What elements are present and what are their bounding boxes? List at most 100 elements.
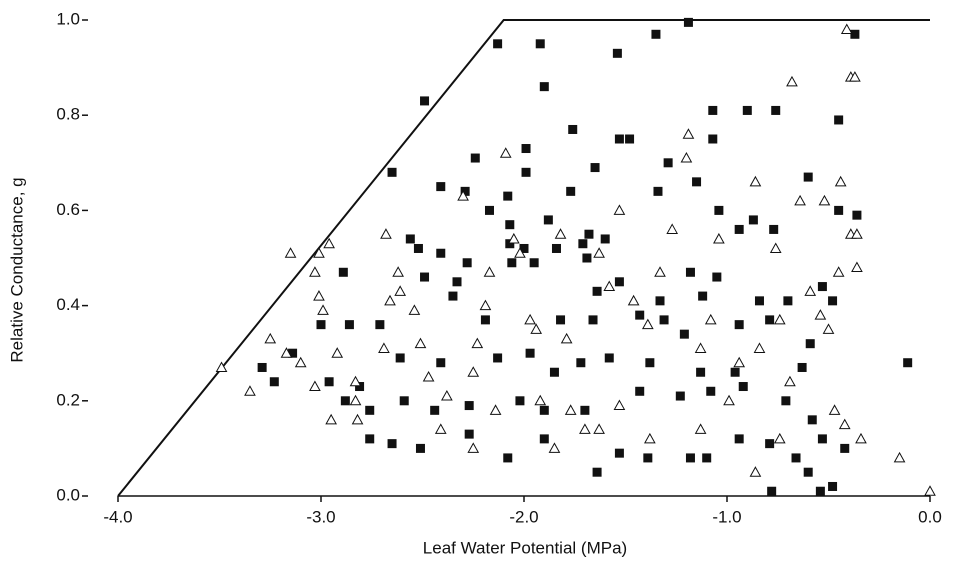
square-point — [834, 205, 844, 215]
square-point — [324, 377, 334, 387]
square-point — [580, 405, 590, 415]
square-point — [375, 320, 385, 330]
square-point — [734, 224, 744, 234]
triangle-point — [828, 404, 841, 415]
square-point — [738, 382, 748, 392]
triangle-point — [215, 361, 228, 372]
triangle-point — [644, 432, 656, 444]
square-point — [754, 296, 764, 306]
y-tick-label: 0.2 — [56, 390, 80, 409]
square-point — [436, 358, 446, 368]
triangle-point — [394, 285, 407, 296]
square-point — [436, 248, 446, 258]
square-point — [551, 243, 561, 253]
square-point — [817, 434, 827, 444]
triangle-point — [704, 313, 717, 325]
x-tick-label: -4.0 — [103, 507, 132, 526]
square-point — [679, 329, 689, 339]
square-point — [515, 396, 525, 406]
square-point — [503, 453, 513, 463]
triangle-point — [579, 423, 591, 434]
square-point — [683, 17, 693, 27]
square-point — [493, 353, 503, 363]
triangle-point — [849, 71, 861, 82]
square-point — [614, 134, 624, 144]
square-point — [480, 315, 490, 325]
square-point — [420, 272, 430, 282]
triangle-point — [414, 337, 427, 349]
triangle-point — [514, 247, 526, 258]
square-point — [600, 234, 610, 244]
square-point — [590, 163, 600, 173]
triangle-point — [822, 323, 835, 334]
triangle-point — [408, 304, 421, 315]
square-point — [464, 401, 474, 411]
triangle-point — [794, 194, 806, 206]
square-point — [708, 134, 718, 144]
triangle-point — [769, 242, 782, 253]
square-point — [834, 115, 844, 125]
square-point — [592, 286, 602, 296]
square-point — [576, 358, 586, 368]
square-point — [529, 258, 539, 268]
square-point — [566, 186, 576, 196]
triangle-point — [524, 313, 536, 325]
x-axis-label: Leaf Water Potential (MPa) — [423, 538, 627, 557]
triangle-point — [467, 366, 480, 377]
square-point — [692, 177, 702, 187]
triangle-point — [534, 394, 547, 406]
square-point — [436, 182, 446, 192]
triangle-point — [554, 228, 567, 239]
triangle-point — [749, 466, 762, 477]
triangle-point — [814, 309, 827, 320]
triangle-point — [694, 342, 707, 353]
triangle-point — [331, 347, 344, 358]
square-point — [448, 291, 458, 301]
square-point — [767, 486, 777, 496]
square-point — [413, 243, 423, 253]
square-point — [903, 358, 913, 368]
square-point — [791, 453, 801, 463]
triangle-point — [713, 232, 725, 244]
triangle-point — [723, 394, 735, 406]
square-point — [614, 277, 624, 287]
square-point — [685, 453, 695, 463]
square-point — [387, 167, 397, 177]
square-point — [525, 348, 535, 358]
square-point — [805, 339, 815, 349]
square-point — [539, 434, 549, 444]
triangle-point — [593, 247, 605, 258]
triangle-point — [603, 280, 616, 292]
triangle-point — [323, 237, 335, 249]
square-point — [288, 348, 298, 358]
square-point — [748, 215, 758, 225]
triangle-point — [682, 128, 695, 139]
square-point — [783, 296, 793, 306]
square-point — [734, 434, 744, 444]
square-point — [769, 224, 779, 234]
square-point — [505, 239, 515, 249]
square-point — [503, 191, 513, 201]
triangle-point — [457, 190, 469, 201]
triangle-point — [694, 423, 707, 434]
triangle-point — [786, 75, 798, 87]
triangle-point — [855, 432, 867, 444]
square-point — [464, 429, 474, 439]
square-point — [452, 277, 462, 287]
triangle-point — [773, 313, 786, 325]
triangle-point — [378, 342, 390, 353]
square-point — [635, 310, 645, 320]
x-tick-label: -2.0 — [509, 507, 538, 526]
square-point — [420, 96, 430, 106]
square-point — [663, 158, 673, 168]
square-point — [430, 405, 440, 415]
square-point — [399, 396, 409, 406]
square-point — [730, 367, 740, 377]
square-point — [269, 377, 279, 387]
triangle-point — [325, 413, 337, 425]
square-point — [387, 439, 397, 449]
square-point — [521, 144, 531, 154]
triangle-point — [832, 266, 845, 277]
square-point — [582, 253, 592, 263]
